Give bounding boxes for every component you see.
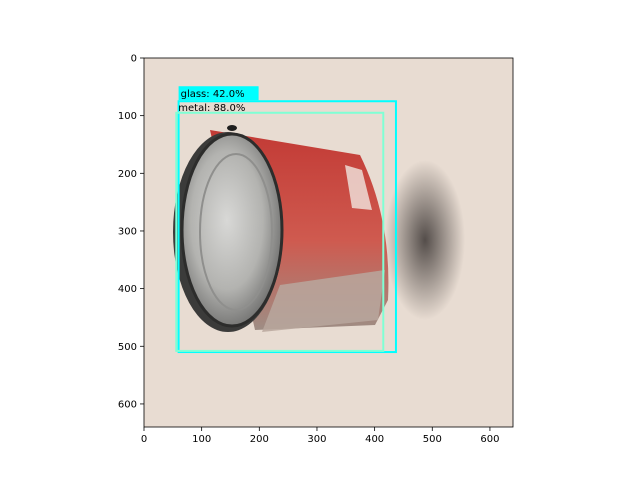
x-tick-label: 400 [365,434,384,445]
detection-label: glass: 42.0% [181,89,245,100]
can-photo [144,58,513,427]
y-tick-label: 600 [118,399,137,410]
detection-box [175,111,385,352]
y-tick-label: 400 [118,284,137,295]
x-tick-label: 200 [250,434,269,445]
can-dent [227,125,237,131]
y-tick-label: 0 [131,54,137,65]
y-tick-label: 500 [118,342,137,353]
x-tick-label: 500 [423,434,442,445]
y-tick-label: 200 [118,169,137,180]
x-tick-label: 600 [480,434,499,445]
label-text-mark [345,165,372,210]
x-tick-label: 0 [141,434,147,445]
detection-label-bg [178,86,259,101]
x-tick-label: 300 [307,434,326,445]
y-axis: 0 100 200 300 400 500 600 [118,54,144,410]
detection-box [177,100,397,354]
detections: glass: 42.0% metal: 88.0% [175,86,397,354]
axes-frame [143,57,514,428]
detection-label: metal: 88.0% [178,103,245,114]
x-tick-label: 100 [192,434,211,445]
y-tick-label: 300 [118,226,137,237]
can-lid [180,132,284,328]
can-shadow [385,160,465,320]
can-lid-ring [199,153,273,311]
nutrition-panel [262,270,385,332]
y-tick-label: 100 [118,111,137,122]
x-axis: 0 100 200 300 400 500 600 [141,427,499,445]
